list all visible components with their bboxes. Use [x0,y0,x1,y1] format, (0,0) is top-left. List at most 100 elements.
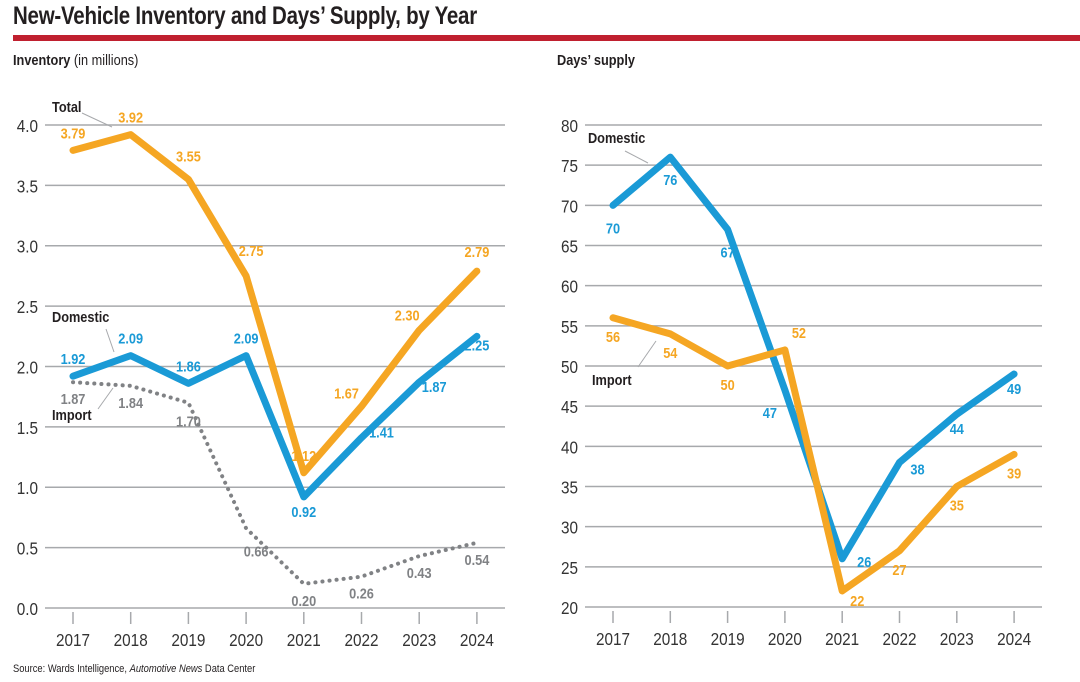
inventory-y-tick-label: 1.0 [17,478,38,498]
inventory-total-data-label: 1.67 [334,384,359,401]
inventory-domestic-data-label: 2.09 [118,330,143,347]
days-supply-y-tick-label: 45 [561,397,578,417]
inventory-total-data-label: 1.12 [291,447,316,464]
days-supply-import-leader-line [637,340,657,368]
days-supply-import-data-label: 52 [792,324,806,341]
days-supply-x-tick-label: 2018 [653,629,687,649]
inventory-import-line [71,380,479,586]
days-supply-x-tick-label: 2019 [711,629,745,649]
inventory-x-tick-label: 2022 [344,630,378,650]
days-supply-x-tick-label: 2021 [825,629,859,649]
days-supply-import-data-label: 50 [721,376,735,393]
days-supply-y-tick-label: 55 [561,317,578,337]
inventory-x-tick-label: 2019 [171,630,205,650]
inventory-total-series-label: Total [52,98,81,115]
days-supply-y-tick-label: 20 [561,598,578,618]
inventory-import-series-label: Import [52,406,92,423]
inventory-domestic-data-label: 1.41 [369,424,394,441]
days-supply-y-tick-label: 70 [561,196,578,216]
days-supply-import-data-label: 56 [606,328,620,345]
days-supply-x-tick-label: 2022 [882,629,916,649]
inventory-total-data-label: 2.30 [395,306,420,323]
inventory-domestic-series-label: Domestic [52,308,110,325]
inventory-x-tick-label: 2020 [229,630,263,650]
inventory-x-tick-label: 2024 [460,630,494,650]
days-supply-x-tick-label: 2024 [997,629,1031,649]
days-supply-import-data-label: 22 [850,592,864,609]
days-supply-domestic-data-label: 38 [910,460,924,477]
source-suffix: Data Center [202,663,256,675]
inventory-domestic-line [69,332,481,501]
inventory-domestic-data-label: 2.09 [234,330,259,347]
days-supply-y-tick-label: 50 [561,357,578,377]
inventory-total-leader-line [81,112,113,128]
inventory-total-line [69,131,481,477]
inventory-x-tick-label: 2023 [402,630,436,650]
inventory-title-note: (in millions) [73,52,139,69]
inventory-domestic-data-label: 2.25 [464,336,489,353]
inventory-import-data-label: 1.87 [61,390,86,407]
inventory-domestic-data-label: 1.92 [61,350,86,367]
inventory-x-tick-label: 2018 [114,630,148,650]
days-supply-domestic-data-label: 44 [950,420,964,437]
inventory-y-tick-label: 1.5 [17,418,38,438]
days-supply-y-tick-label: 30 [561,518,578,538]
inventory-import-data-label: 0.66 [244,542,269,559]
inventory-title-bold: Inventory [13,52,71,69]
source-prefix: Source: Wards Intelligence, [13,663,130,675]
days-supply-domestic-data-label: 49 [1007,380,1021,397]
days-supply-y-tick-label: 75 [561,156,578,176]
days-supply-domestic-data-label: 76 [663,171,677,188]
title-rule [13,35,1080,41]
days-supply-y-tick-label: 65 [561,236,578,256]
inventory-import-data-label: 0.20 [291,592,316,609]
days-supply-y-tick-label: 35 [561,477,578,497]
days-supply-domestic-series-label: Domestic [588,129,646,146]
days-supply-y-tick-label: 40 [561,437,578,457]
source-note: Source: Wards Intelligence, Automotive N… [13,663,255,675]
days-supply-domestic-data-label: 26 [857,553,871,570]
inventory-import-data-label: 0.26 [349,585,374,602]
days-supply-x-tick-label: 2017 [596,629,630,649]
days-supply-import-line [609,314,1018,595]
inventory-total-data-label: 3.55 [176,147,201,164]
inventory-import-leader-line [97,387,114,410]
inventory-y-tick-label: 0.5 [17,538,38,558]
days-supply-y-tick-label: 25 [561,558,578,578]
days-supply-x-tick-label: 2023 [940,629,974,649]
inventory-import-data-label: 1.84 [118,394,143,411]
inventory-y-tick-label: 4.0 [17,116,38,136]
days-supply-import-data-label: 27 [892,561,906,578]
inventory-x-tick-label: 2021 [287,630,321,650]
inventory-domestic-data-label: 1.86 [176,357,201,374]
days-supply-chart-title: Days’ supply [557,52,635,69]
inventory-total-data-label: 3.79 [61,124,86,141]
inventory-import-data-label: 1.70 [176,413,201,430]
days-supply-y-tick-label: 60 [561,277,578,297]
inventory-y-tick-label: 2.5 [17,297,38,317]
days-supply-import-data-label: 39 [1007,464,1021,481]
days-supply-import-series-label: Import [592,371,632,388]
inventory-x-tick-label: 2017 [56,630,90,650]
inventory-chart-title: Inventory (in millions) [13,52,138,69]
page-title: New-Vehicle Inventory and Days’ Supply, … [13,2,477,30]
inventory-import-data-label: 0.43 [407,564,432,581]
inventory-total-data-label: 2.75 [239,242,264,259]
inventory-y-tick-label: 0.0 [17,599,38,619]
inventory-domestic-data-label: 0.92 [291,503,316,520]
days-supply-import-data-label: 54 [663,344,677,361]
days-supply-title-bold: Days’ supply [557,52,635,69]
inventory-domestic-data-label: 1.87 [422,378,447,395]
inventory-import-data-label: 0.54 [464,551,489,568]
days-supply-domestic-data-label: 70 [606,219,620,236]
inventory-y-tick-label: 3.0 [17,237,38,257]
inventory-total-data-label: 2.79 [464,243,489,260]
days-supply-x-tick-label: 2020 [768,629,802,649]
days-supply-domestic-data-label: 47 [763,404,777,421]
inventory-y-tick-label: 2.0 [17,357,38,377]
days-supply-y-tick-label: 80 [561,116,578,136]
inventory-y-tick-label: 3.5 [17,176,38,196]
inventory-domestic-leader-line [105,328,115,353]
days-supply-domestic-data-label: 67 [721,243,735,260]
